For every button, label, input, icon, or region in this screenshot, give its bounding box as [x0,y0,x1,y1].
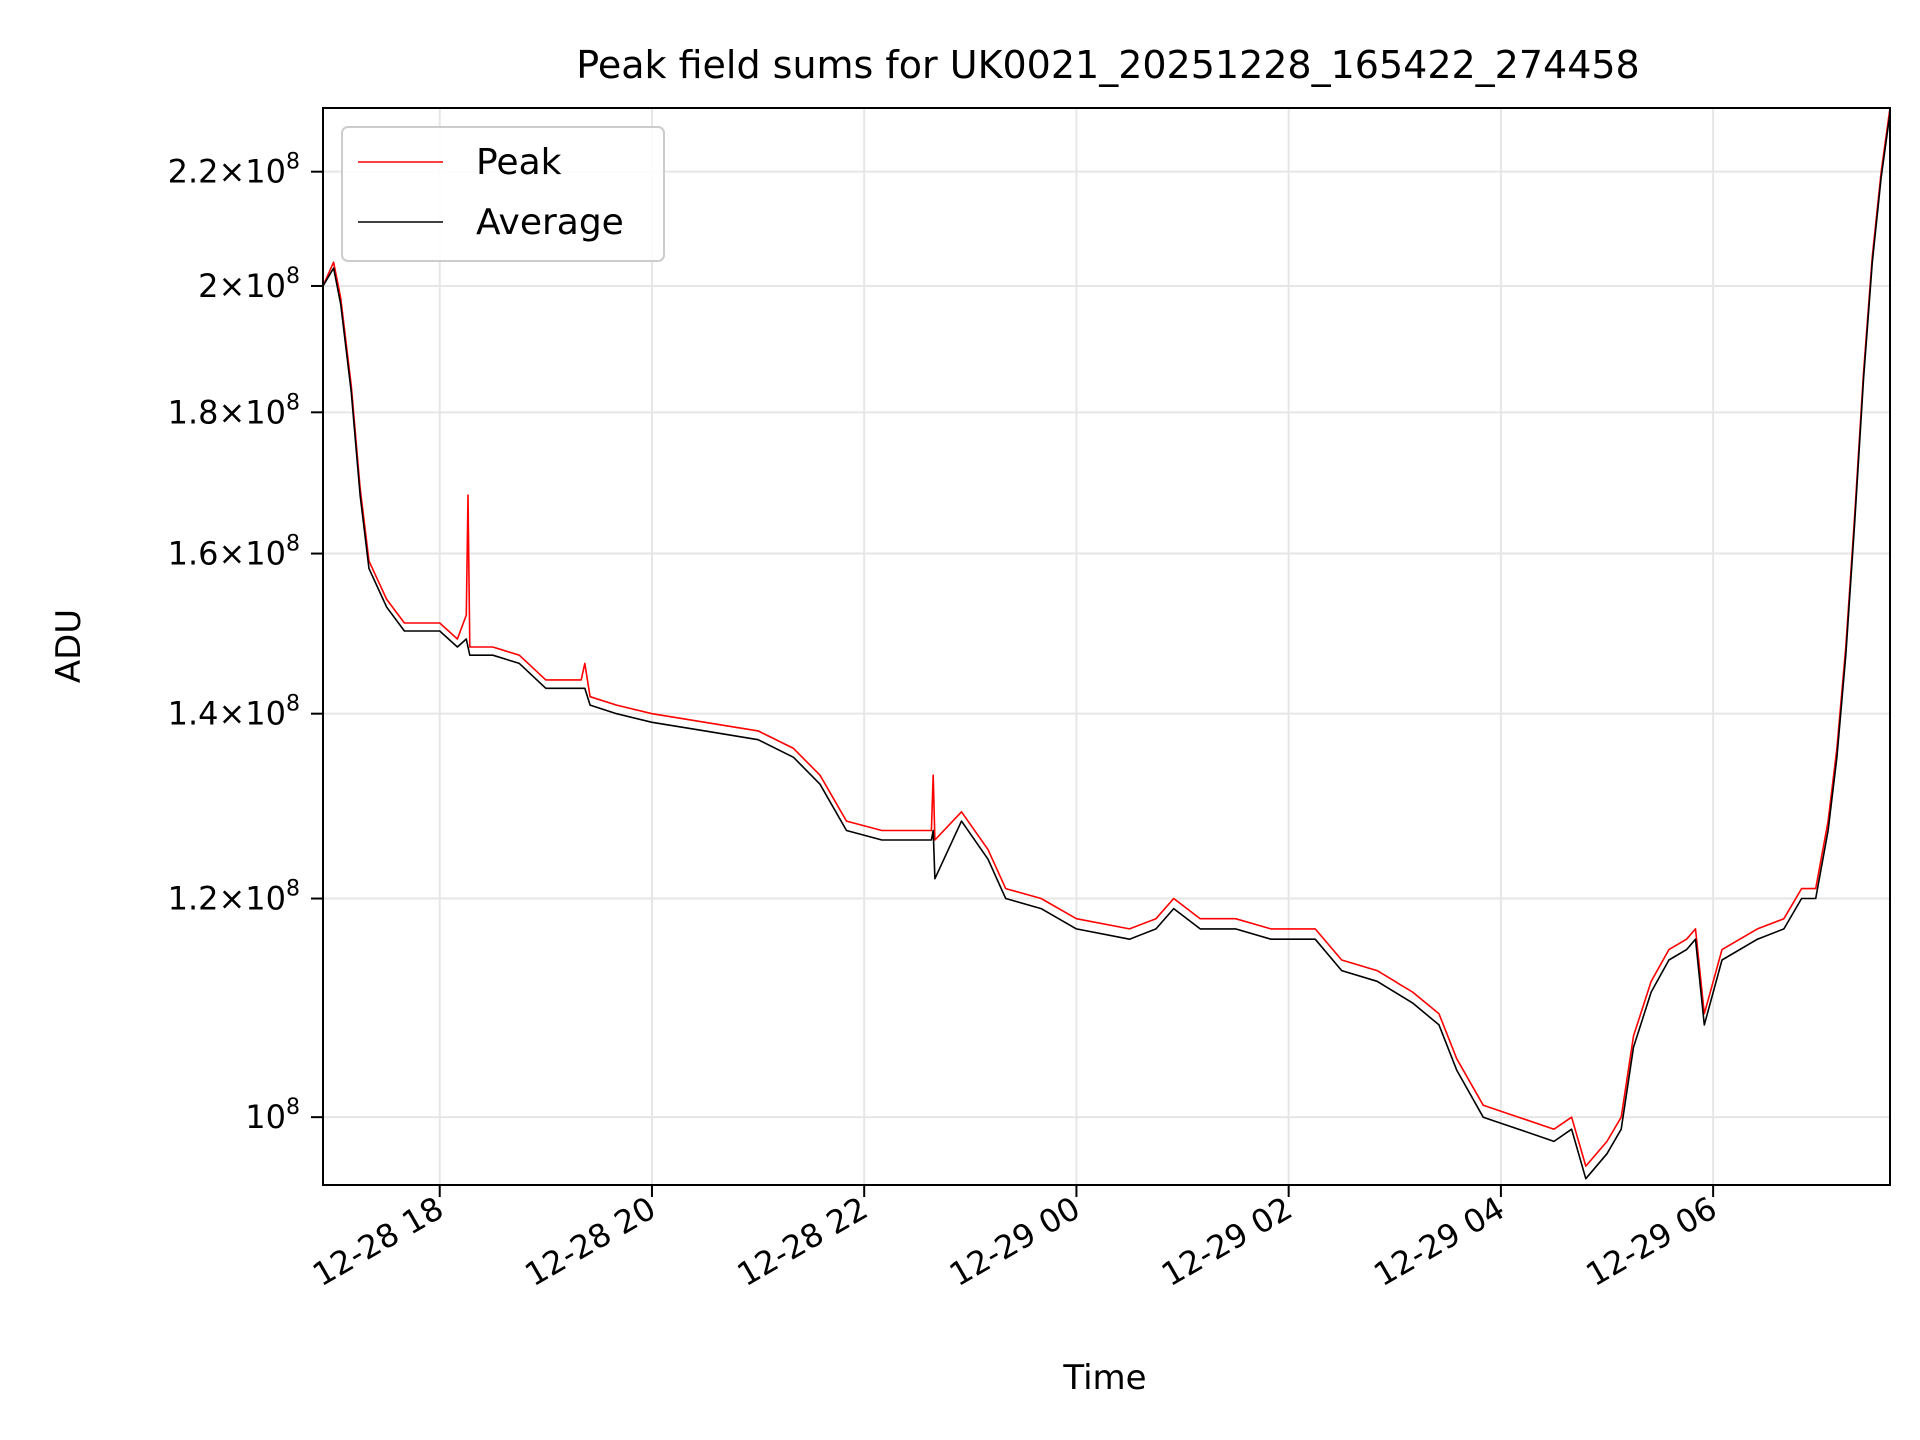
y-tick-times: ×10 [218,880,286,918]
y-tick-label: 2.2×108 [168,150,300,191]
y-tick-mantissa: 1.2 [168,880,219,918]
y-tick-exponent: 8 [286,390,300,415]
y-axis-ticks: 1081.2×1081.4×1081.6×1081.8×1082×1082.2×… [168,150,323,1136]
grid [323,108,1890,1185]
y-tick-label: 1.6×108 [168,532,300,573]
y-tick-mantissa: 1.6 [168,535,219,573]
series-line-peak [322,107,1891,1167]
y-tick-times: ×10 [218,695,286,733]
series-line-average [322,113,1891,1180]
legend-label-peak: Peak [476,142,562,183]
y-tick-mantissa: 2.2 [168,153,219,191]
y-tick-label: 1.2×108 [168,877,300,918]
legend: Peak Average [341,126,665,262]
legend-label-average: Average [476,202,624,243]
y-axis-label: ADU [49,609,89,683]
y-tick-base: 10 [245,1098,286,1136]
series-group [322,107,1891,1180]
y-tick-mantissa: 1.8 [168,393,219,431]
y-tick-exponent: 8 [286,877,300,902]
y-tick-times: ×10 [218,393,286,431]
y-tick-exponent: 8 [286,150,300,175]
y-tick-label: 2×108 [198,264,300,305]
y-tick-label: 1.8×108 [168,390,300,431]
y-tick-times: ×10 [218,153,286,191]
y-tick-exponent: 8 [286,532,300,557]
y-tick-exponent: 8 [286,1095,300,1120]
y-tick-times: ×10 [218,267,286,305]
y-tick-times: ×10 [218,535,286,573]
y-tick-mantissa: 1.4 [168,695,219,733]
plot-frame [322,107,1891,1186]
y-tick-label: 108 [245,1095,300,1136]
y-tick-exponent: 8 [286,692,300,717]
y-tick-exponent: 8 [286,264,300,289]
y-tick-label: 1.4×108 [168,692,300,733]
legend-box [341,126,665,262]
y-tick-mantissa: 2 [198,267,218,305]
x-axis-label: Time [1062,1358,1146,1398]
chart-title: Peak field sums for UK0021_20251228_1654… [576,43,1639,87]
